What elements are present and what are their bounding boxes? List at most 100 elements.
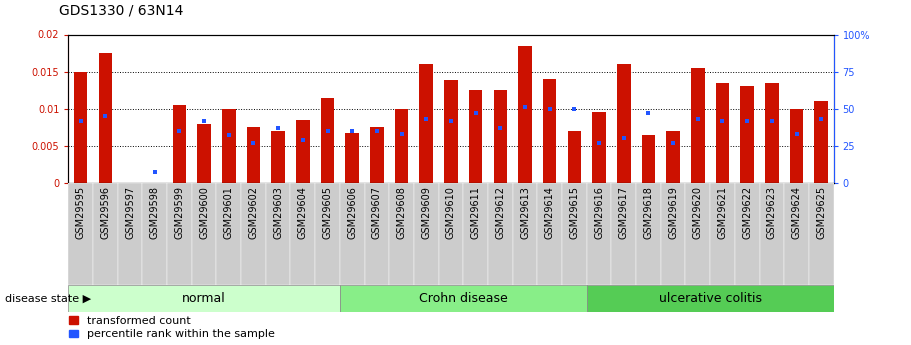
Bar — [716, 83, 730, 183]
Bar — [217, 183, 241, 285]
Text: GSM29617: GSM29617 — [619, 186, 629, 239]
Bar — [814, 101, 828, 183]
Bar — [537, 183, 562, 285]
Bar — [118, 183, 142, 285]
Bar — [741, 87, 754, 183]
Text: GSM29616: GSM29616 — [594, 186, 604, 239]
Bar — [345, 133, 359, 183]
Text: GSM29612: GSM29612 — [496, 186, 506, 239]
Text: GSM29608: GSM29608 — [396, 186, 406, 239]
Bar — [809, 183, 834, 285]
Text: GSM29615: GSM29615 — [569, 186, 579, 239]
Bar — [142, 183, 167, 285]
Bar — [266, 183, 291, 285]
Bar — [445, 80, 457, 183]
Bar — [167, 183, 191, 285]
Bar — [641, 135, 655, 183]
Bar — [68, 183, 93, 285]
Bar — [394, 109, 408, 183]
Bar — [592, 112, 606, 183]
Text: GSM29599: GSM29599 — [174, 186, 184, 239]
Text: GSM29619: GSM29619 — [668, 186, 678, 239]
Bar — [587, 285, 834, 312]
Text: GSM29600: GSM29600 — [200, 186, 210, 239]
Bar — [271, 131, 285, 183]
Text: GSM29611: GSM29611 — [471, 186, 481, 239]
Bar — [364, 183, 389, 285]
Bar — [291, 183, 315, 285]
Text: GSM29607: GSM29607 — [372, 186, 382, 239]
Bar — [93, 183, 118, 285]
Text: GSM29622: GSM29622 — [742, 186, 752, 239]
Text: GSM29595: GSM29595 — [76, 186, 86, 239]
Bar — [587, 183, 611, 285]
Text: GSM29614: GSM29614 — [545, 186, 555, 239]
Bar — [469, 90, 483, 183]
Text: GSM29624: GSM29624 — [792, 186, 802, 239]
Bar — [636, 183, 660, 285]
Bar — [518, 46, 532, 183]
Legend: transformed count, percentile rank within the sample: transformed count, percentile rank withi… — [69, 316, 275, 339]
Text: GSM29603: GSM29603 — [273, 186, 283, 239]
Text: GSM29605: GSM29605 — [322, 186, 333, 239]
Bar — [296, 120, 310, 183]
Text: GSM29613: GSM29613 — [520, 186, 530, 239]
Text: GSM29602: GSM29602 — [249, 186, 259, 239]
Bar — [370, 127, 384, 183]
Bar — [513, 183, 537, 285]
Text: ulcerative colitis: ulcerative colitis — [659, 292, 762, 305]
Text: GSM29625: GSM29625 — [816, 186, 826, 239]
Text: GSM29596: GSM29596 — [100, 186, 110, 239]
Bar — [247, 127, 261, 183]
Text: GSM29620: GSM29620 — [692, 186, 702, 239]
Bar — [685, 183, 711, 285]
Bar — [241, 183, 266, 285]
Text: GSM29606: GSM29606 — [347, 186, 357, 239]
Bar — [666, 131, 680, 183]
Bar — [711, 183, 735, 285]
Text: GDS1330 / 63N14: GDS1330 / 63N14 — [59, 3, 184, 17]
Text: GSM29604: GSM29604 — [298, 186, 308, 239]
Bar — [414, 183, 438, 285]
Bar — [760, 183, 784, 285]
Bar — [617, 64, 630, 183]
Bar — [765, 83, 779, 183]
Bar — [790, 109, 804, 183]
Text: GSM29621: GSM29621 — [718, 186, 728, 239]
Bar — [74, 72, 87, 183]
Bar — [784, 183, 809, 285]
Bar — [568, 131, 581, 183]
Text: GSM29609: GSM29609 — [421, 186, 431, 239]
Text: GSM29618: GSM29618 — [643, 186, 653, 239]
Bar — [222, 109, 236, 183]
Bar — [660, 183, 685, 285]
Bar — [691, 68, 704, 183]
Text: normal: normal — [182, 292, 226, 305]
Text: GSM29623: GSM29623 — [767, 186, 777, 239]
Bar — [494, 90, 507, 183]
Bar — [389, 183, 414, 285]
Bar — [340, 183, 364, 285]
Bar — [321, 98, 334, 183]
Text: GSM29598: GSM29598 — [149, 186, 159, 239]
Bar — [98, 53, 112, 183]
Bar — [419, 64, 433, 183]
Text: Crohn disease: Crohn disease — [419, 292, 507, 305]
Bar — [315, 183, 340, 285]
Bar — [562, 183, 587, 285]
Bar — [438, 183, 464, 285]
Text: disease state ▶: disease state ▶ — [5, 294, 91, 303]
Bar — [611, 183, 636, 285]
Bar — [340, 285, 587, 312]
Bar — [172, 105, 186, 183]
Bar — [68, 285, 340, 312]
Text: GSM29601: GSM29601 — [224, 186, 234, 239]
Text: GSM29610: GSM29610 — [446, 186, 456, 239]
Bar — [198, 124, 210, 183]
Bar — [488, 183, 513, 285]
Bar — [191, 183, 217, 285]
Bar — [464, 183, 488, 285]
Text: GSM29597: GSM29597 — [125, 186, 135, 239]
Bar — [735, 183, 760, 285]
Bar — [543, 79, 557, 183]
